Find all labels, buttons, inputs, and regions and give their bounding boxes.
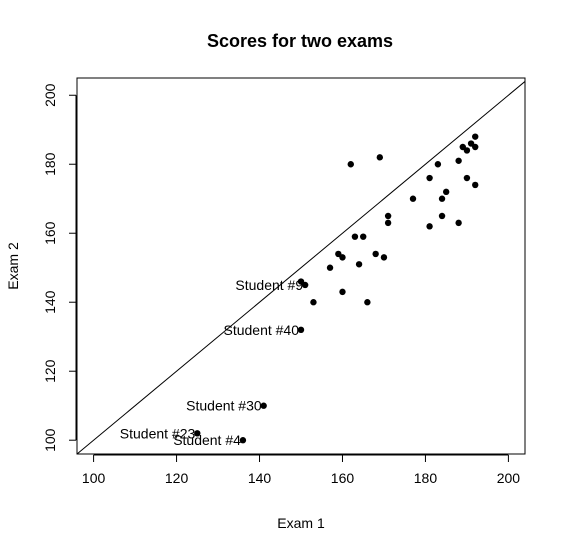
data-point <box>409 195 417 202</box>
data-point <box>310 299 317 306</box>
data-point <box>434 161 442 168</box>
y-tick-label: 100 <box>42 428 58 452</box>
data-point <box>260 402 267 409</box>
data-point <box>472 133 479 140</box>
reference-line <box>77 80 525 454</box>
data-point <box>339 288 346 296</box>
data-point <box>438 195 446 202</box>
data-point <box>455 157 462 164</box>
y-tick-label: 200 <box>42 83 58 107</box>
y-tick-label: 180 <box>42 152 58 176</box>
data-point <box>364 299 371 306</box>
x-tick-label: 180 <box>414 470 438 486</box>
data-point <box>372 250 379 258</box>
data-point <box>438 212 446 220</box>
data-point <box>339 254 346 261</box>
y-tick-label: 120 <box>42 359 58 383</box>
y-axis-label: Exam 2 <box>5 242 21 290</box>
plot-frame <box>76 77 526 455</box>
x-axis: 100 120 140 160 180 200 <box>82 454 521 486</box>
points-layer <box>194 133 479 444</box>
data-point <box>472 143 479 151</box>
data-point <box>384 219 392 227</box>
x-axis-label: Exam 1 <box>277 515 325 531</box>
data-point <box>360 233 367 240</box>
x-tick-label: 100 <box>82 470 106 486</box>
data-point <box>455 219 462 227</box>
data-point <box>351 233 359 240</box>
data-point <box>326 264 334 271</box>
data-point <box>463 174 471 182</box>
data-point <box>426 174 433 182</box>
y-tick-label: 160 <box>42 221 58 245</box>
data-point <box>426 223 433 230</box>
data-point <box>194 430 201 437</box>
data-point <box>380 254 388 261</box>
point-label: Student #9 <box>235 277 303 293</box>
chart-title: Scores for two exams <box>207 31 393 51</box>
data-point <box>297 278 305 285</box>
data-point <box>384 212 392 220</box>
data-point <box>239 437 247 444</box>
data-point <box>472 181 479 189</box>
x-tick-label: 140 <box>248 470 272 486</box>
data-point <box>347 161 354 168</box>
point-label: Student #30 <box>186 398 262 414</box>
x-tick-label: 120 <box>165 470 189 486</box>
data-point <box>355 261 363 268</box>
x-tick-label: 200 <box>497 470 521 486</box>
x-tick-label: 160 <box>331 470 355 486</box>
data-point <box>376 154 384 161</box>
point-label: Student #4 <box>173 432 241 448</box>
data-point <box>442 188 450 196</box>
point-label: Student #40 <box>223 322 299 338</box>
y-axis: 100 120 140 160 180 200 <box>42 83 77 452</box>
y-tick-label: 140 <box>42 290 58 314</box>
data-point <box>297 326 305 334</box>
point-label: Student #23 <box>120 425 196 441</box>
data-point <box>463 147 471 154</box>
